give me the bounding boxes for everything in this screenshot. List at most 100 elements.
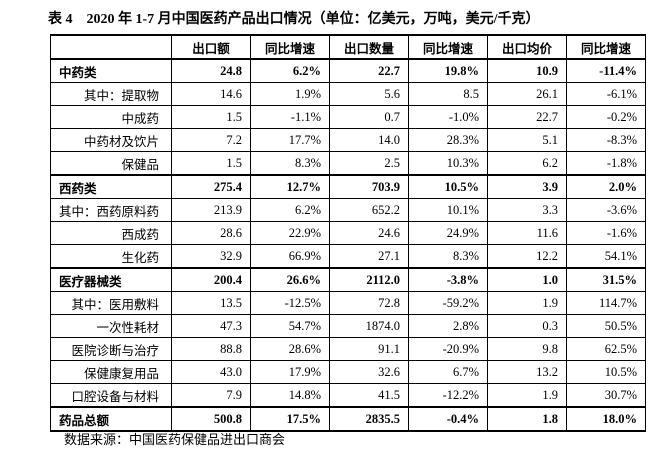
table-row: 一次性耗材 47.3 54.7% 1874.0 2.8% 0.3 50.5% [49,314,647,338]
row-label: 医院诊断与治疗 [49,337,173,361]
value-cell: 22.7 [329,58,410,83]
row-label: 中药类 [49,58,173,83]
table-row: 其中：提取物 14.6 1.9% 5.6 8.5 26.1 -6.1% [49,82,647,106]
row-label: 其中：西药原料药 [49,198,173,222]
value-cell: 27.1 [329,244,410,269]
value-cell: 12.7% [250,174,331,199]
value-cell: 114.7% [566,291,647,315]
value-cell: 26.1 [487,82,568,106]
row-label: 保健康复用品 [49,360,173,384]
value-cell: 1874.0 [329,314,410,338]
value-cell: 500.8 [171,406,252,432]
table-row: 中成药 1.5 -1.1% 0.7 -1.0% 22.7 -0.2% [49,105,647,129]
row-label: 中药材及饮片 [49,128,173,152]
header-cell [49,34,173,60]
value-cell: 28.3% [408,128,489,152]
table-row: 医院诊断与治疗 88.8 28.6% 91.1 -20.9% 9.8 62.5% [49,337,647,361]
value-cell: -8.3% [566,128,647,152]
table-row: 药品总额 500.8 17.5% 2835.5 -0.4% 1.8 18.0% [49,406,647,432]
value-cell: 10.5% [408,174,489,199]
value-cell: 1.0 [487,267,568,292]
value-cell: 5.6 [329,82,410,106]
value-cell: 2112.0 [329,267,410,292]
value-cell: -1.8% [566,151,647,176]
value-cell: 7.9 [171,383,252,408]
row-label: 中成药 [49,105,173,129]
value-cell: -20.9% [408,337,489,361]
value-cell: -1.6% [566,221,647,245]
value-cell: 54.7% [250,314,331,338]
value-cell: 19.8% [408,58,489,83]
value-cell: 28.6% [250,337,331,361]
table-row: 其中：西药原料药 213.9 6.2% 652.2 10.1% 3.3 -3.6% [49,198,647,222]
row-label: 西成药 [49,221,173,245]
value-cell: 7.2 [171,128,252,152]
value-cell: 200.4 [171,267,252,292]
value-cell: 18.0% [566,406,647,432]
value-cell: 14.8% [250,383,331,408]
row-label: 其中：提取物 [49,82,173,106]
value-cell: 17.5% [250,406,331,432]
value-cell: 652.2 [329,198,410,222]
value-cell: 43.0 [171,360,252,384]
value-cell: 28.6 [171,221,252,245]
value-cell: 24.9% [408,221,489,245]
value-cell: 32.6 [329,360,410,384]
header-cell: 同比增速 [250,34,331,60]
value-cell: 1.9% [250,82,331,106]
value-cell: 703.9 [329,174,410,199]
header-cell: 出口均价 [487,34,568,60]
header-cell: 出口数量 [329,34,410,60]
table-row: 西药类 275.4 12.7% 703.9 10.5% 3.9 2.0% [49,174,647,199]
value-cell: 47.3 [171,314,252,338]
value-cell: 1.9 [487,291,568,315]
table-title: 表 4 2020 年 1-7 月中国医药产品出口情况（单位：亿美元，万吨，美元/… [48,12,540,27]
value-cell: -12.5% [250,291,331,315]
value-cell: 2835.5 [329,406,410,432]
value-cell: 11.6 [487,221,568,245]
header-cell: 出口额 [171,34,252,60]
value-cell: 66.9% [250,244,331,269]
value-cell: -11.4% [566,58,647,83]
table-row: 保健康复用品 43.0 17.9% 32.6 6.7% 13.2 10.5% [49,360,647,384]
value-cell: 8.5 [408,82,489,106]
value-cell: 1.9 [487,383,568,408]
value-cell: -59.2% [408,291,489,315]
value-cell: 54.1% [566,244,647,269]
row-label: 其中：医用敷料 [49,291,173,315]
value-cell: 1.5 [171,151,252,176]
table-row: 保健品 1.5 8.3% 2.5 10.3% 6.2 -1.8% [49,151,647,176]
value-cell: 1.8 [487,406,568,432]
value-cell: 14.0 [329,128,410,152]
value-cell: 31.5% [566,267,647,292]
table-row: 生化药 32.9 66.9% 27.1 8.3% 12.2 54.1% [49,244,647,269]
value-cell: 2.0% [566,174,647,199]
value-cell: 30.7% [566,383,647,408]
value-cell: 17.9% [250,360,331,384]
table-row: 中药材及饮片 7.2 17.7% 14.0 28.3% 5.1 -8.3% [49,128,647,152]
value-cell: -3.8% [408,267,489,292]
value-cell: 9.8 [487,337,568,361]
row-label: 医疗器械类 [49,267,173,292]
value-cell: 1.5 [171,105,252,129]
header-cell: 同比增速 [408,34,489,60]
value-cell: -1.0% [408,105,489,129]
header-cell: 同比增速 [566,34,647,60]
row-label: 口腔设备与材料 [49,383,173,408]
value-cell: 2.8% [408,314,489,338]
value-cell: -0.4% [408,406,489,432]
table-row: 医疗器械类 200.4 26.6% 2112.0 -3.8% 1.0 31.5% [49,267,647,292]
table-body: 中药类 24.8 6.2% 22.7 19.8% 10.9 -11.4% 其中：提取物 14.6… [49,58,647,432]
value-cell: 6.2% [250,58,331,83]
value-cell: -1.1% [250,105,331,129]
data-table: 出口额 同比增速 出口数量 同比增速 出口均价 同比增速 中药类 24.8 6.2% 22.7 1… [49,34,647,432]
value-cell: 13.5 [171,291,252,315]
value-cell: 213.9 [171,198,252,222]
value-cell: 41.5 [329,383,410,408]
value-cell: 275.4 [171,174,252,199]
value-cell: 24.6 [329,221,410,245]
value-cell: 12.2 [487,244,568,269]
table-row: 其中：医用敷料 13.5 -12.5% 72.8 -59.2% 1.9 114.7% [49,291,647,315]
table-row: 中药类 24.8 6.2% 22.7 19.8% 10.9 -11.4% [49,58,647,83]
